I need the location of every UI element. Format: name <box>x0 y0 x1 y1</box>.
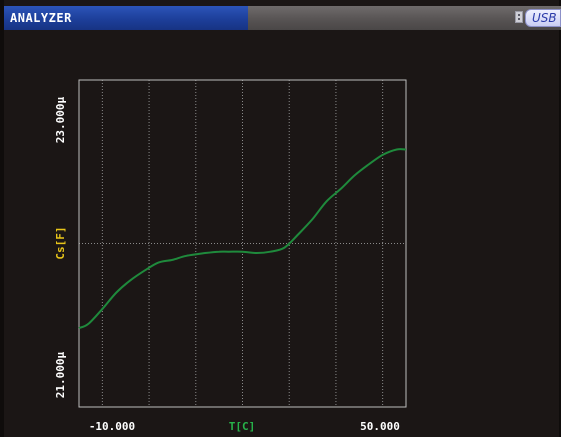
trace-layer <box>78 148 407 329</box>
y-axis-label: Cs[F] <box>54 226 67 259</box>
x-axis-label: T[C] <box>229 420 256 433</box>
plot-area-border <box>78 79 407 408</box>
x-tick-label-right: 50.000 <box>360 420 400 433</box>
y-tick-label-bottom: 21.000µ <box>54 351 67 398</box>
x-tick-label-left: -10.000 <box>89 420 135 433</box>
usb-status[interactable]: USB <box>515 9 561 27</box>
title-bar: ANALYZER USB <box>4 6 561 30</box>
chart-grid <box>79 80 406 407</box>
usb-label: USB <box>532 11 557 25</box>
screen-frame-left <box>0 0 4 437</box>
capacitance-trace <box>78 148 407 329</box>
usb-plug-icon <box>515 11 523 23</box>
title-bar-active-section: ANALYZER <box>4 6 248 30</box>
title-bar-status-section: USB <box>248 6 561 30</box>
window-title: ANALYZER <box>10 11 72 25</box>
y-tick-label-top: 23.000µ <box>54 96 67 143</box>
axis-labels: Cs[F] 21.000µ 23.000µ -10.000 50.000 T[C… <box>54 96 400 433</box>
screen-frame-right <box>559 0 561 437</box>
